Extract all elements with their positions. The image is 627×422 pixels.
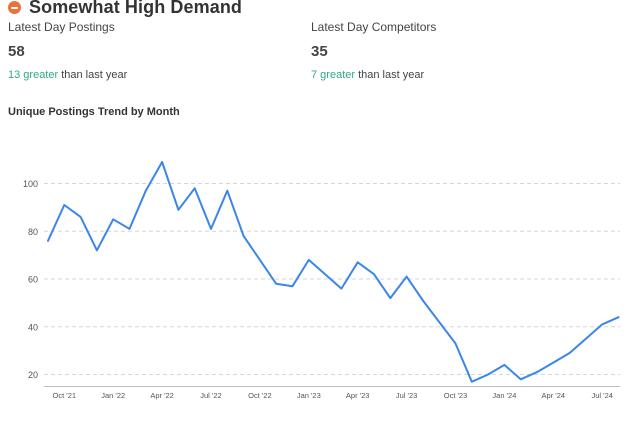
- x-tick-label: Jul '24: [591, 391, 612, 400]
- data-point: [242, 235, 245, 237]
- data-point: [177, 208, 180, 211]
- delta-value: 13 greater: [8, 69, 59, 81]
- data-point: [617, 316, 620, 319]
- delta-value: 7 greater: [311, 69, 356, 81]
- delta-suffix: than last year: [358, 69, 425, 81]
- data-point: [308, 259, 310, 261]
- series-line: [47, 161, 620, 383]
- latest-day-postings-stat: Latest Day Postings 58 13 greater than l…: [8, 20, 127, 81]
- x-tick-label: Oct '21: [53, 391, 77, 400]
- data-point: [373, 273, 375, 276]
- data-point: [422, 299, 424, 302]
- data-point: [79, 216, 82, 218]
- data-point: [63, 204, 66, 206]
- minus-circle-icon: [8, 1, 21, 14]
- data-point: [324, 273, 326, 276]
- data-point: [291, 285, 294, 287]
- data-point: [128, 228, 131, 230]
- stat-label: Latest Day Postings: [8, 20, 115, 34]
- data-point: [601, 323, 603, 326]
- stat-value: 35: [311, 43, 328, 60]
- x-tick-label: Jan '24: [492, 391, 516, 400]
- data-point: [487, 373, 489, 376]
- x-tick-label: Apr '23: [346, 391, 370, 400]
- data-point: [503, 364, 506, 366]
- latest-day-competitors-stat: Latest Day Competitors 35 7 greater than…: [311, 20, 436, 81]
- data-point: [340, 287, 343, 290]
- data-point: [454, 342, 457, 345]
- x-tick-label: Jul '22: [200, 391, 221, 400]
- x-tick-label: Apr '24: [542, 391, 566, 400]
- demand-header: Somewhat High Demand: [8, 0, 242, 18]
- data-point: [96, 249, 98, 252]
- data-point: [356, 261, 359, 264]
- data-point: [47, 240, 49, 242]
- data-point: [226, 189, 229, 192]
- y-tick-label: 100: [23, 179, 38, 189]
- y-tick-label: 20: [28, 370, 38, 380]
- data-point: [519, 378, 522, 381]
- x-tick-label: Oct '23: [444, 391, 468, 400]
- y-tick-label: 60: [28, 275, 38, 285]
- data-point: [161, 161, 163, 163]
- x-tick-label: Jul '23: [396, 391, 417, 400]
- x-tick-label: Apr '22: [150, 391, 174, 400]
- data-point: [536, 371, 538, 373]
- data-point: [585, 337, 587, 340]
- x-tick-label: Jan '23: [297, 391, 321, 400]
- y-tick-label: 40: [28, 322, 38, 332]
- y-tick-label: 80: [28, 227, 38, 237]
- data-point: [210, 228, 212, 230]
- chart-title: Unique Postings Trend by Month: [8, 106, 180, 118]
- stat-delta: 7 greater than last year: [311, 69, 436, 81]
- data-point: [568, 352, 571, 354]
- data-point: [471, 380, 473, 383]
- data-point: [552, 361, 555, 364]
- stat-value: 58: [8, 43, 25, 60]
- data-point: [438, 321, 441, 323]
- delta-suffix: than last year: [61, 69, 128, 81]
- data-point: [275, 282, 278, 285]
- data-point: [405, 275, 408, 278]
- data-point: [193, 187, 196, 190]
- data-point: [145, 189, 147, 192]
- x-tick-label: Jan '22: [101, 391, 125, 400]
- stat-label: Latest Day Competitors: [311, 20, 437, 34]
- x-tick-label: Oct '22: [248, 391, 272, 400]
- data-point: [389, 297, 392, 299]
- data-point: [259, 259, 261, 261]
- stat-delta: 13 greater than last year: [8, 69, 127, 81]
- data-point: [112, 218, 114, 221]
- demand-title: Somewhat High Demand: [29, 0, 243, 17]
